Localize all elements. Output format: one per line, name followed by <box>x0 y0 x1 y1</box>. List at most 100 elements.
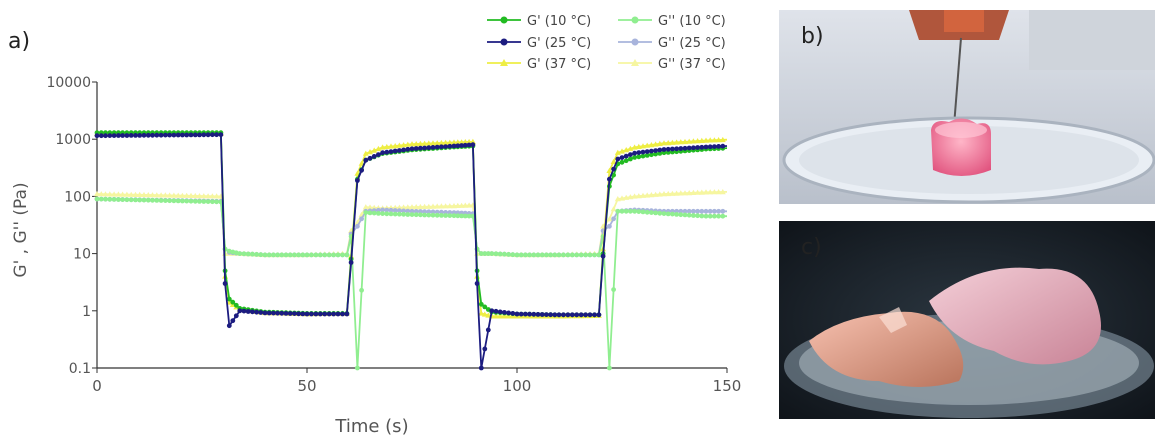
data-point <box>518 311 524 317</box>
data-point <box>611 166 616 172</box>
data-point <box>623 153 629 159</box>
data-point <box>677 190 684 196</box>
data-point <box>592 252 597 258</box>
data-point <box>506 310 511 316</box>
data-point <box>94 133 100 139</box>
data-point <box>188 132 194 138</box>
data-point <box>409 212 415 218</box>
data-point <box>482 251 488 256</box>
data-point <box>574 252 580 258</box>
data-point <box>384 207 390 213</box>
data-point <box>371 147 378 153</box>
data-point <box>712 144 717 150</box>
data-point <box>527 252 532 258</box>
data-point <box>167 132 173 138</box>
data-point <box>124 133 130 138</box>
data-point <box>222 281 228 286</box>
data-point <box>363 210 369 216</box>
data-point <box>561 312 566 318</box>
data-point <box>214 199 220 205</box>
data-point <box>623 158 629 164</box>
data-point <box>150 197 155 203</box>
y-tick-label: 10000 <box>46 75 91 91</box>
data-point <box>111 191 118 197</box>
data-point <box>698 137 705 143</box>
data-point <box>686 190 693 196</box>
data-point <box>183 192 190 198</box>
data-point <box>674 146 679 152</box>
data-point <box>489 308 495 314</box>
data-point <box>470 142 476 148</box>
rheology-chart: a) 0.1 1 10 100 1000 10000 0 50 100 150 G' (10 °C… <box>8 14 741 437</box>
data-point <box>123 191 130 197</box>
data-point <box>392 148 398 154</box>
legend-marker <box>500 16 508 24</box>
data-point <box>644 142 651 148</box>
data-point <box>153 192 160 198</box>
data-point <box>493 313 499 319</box>
panel-label-a: a) <box>8 29 30 54</box>
data-point <box>587 312 593 318</box>
data-point <box>707 189 714 195</box>
data-point <box>359 216 364 222</box>
data-point <box>309 311 314 317</box>
data-point <box>162 192 169 198</box>
data-point <box>230 318 236 324</box>
data-point <box>400 204 407 210</box>
data-point <box>422 212 427 218</box>
data-point <box>661 211 667 217</box>
y-tick-label: 0.1 <box>69 361 91 377</box>
data-point <box>237 251 243 256</box>
data-point <box>670 146 675 152</box>
legend-label: G'' (37 °C) <box>658 57 726 72</box>
data-point <box>102 191 109 197</box>
data-point <box>322 252 328 258</box>
data-point <box>527 311 532 317</box>
data-point <box>544 252 549 258</box>
data-point <box>682 212 688 218</box>
data-point <box>141 132 147 138</box>
data-point <box>711 189 718 195</box>
data-point <box>210 132 215 138</box>
data-point <box>396 142 403 148</box>
data-point <box>497 251 503 257</box>
data-point <box>271 310 276 316</box>
data-point <box>640 153 646 159</box>
data-point <box>192 132 198 138</box>
data-point <box>665 140 672 146</box>
data-point <box>287 252 293 258</box>
data-point <box>619 148 625 154</box>
data-point <box>158 198 164 203</box>
data-point <box>421 203 428 209</box>
data-point <box>237 308 243 314</box>
data-point <box>644 153 650 158</box>
data-point <box>478 251 484 256</box>
data-point <box>695 145 700 150</box>
data-point <box>422 145 427 151</box>
data-point <box>409 146 415 152</box>
data-point <box>544 312 549 317</box>
data-point <box>184 198 190 204</box>
plot-area: 0.1 1 10 100 1000 10000 0 50 100 150 <box>46 75 741 395</box>
data-point <box>677 139 684 145</box>
data-point <box>145 197 151 203</box>
data-point <box>167 198 173 204</box>
data-point <box>119 191 126 197</box>
data-point <box>606 167 613 173</box>
data-point <box>362 150 369 156</box>
legend-item: G'' (25 °C) <box>618 36 726 51</box>
data-point <box>661 140 667 146</box>
data-point <box>292 311 297 316</box>
data-point <box>640 143 646 149</box>
data-point <box>565 252 571 258</box>
data-point <box>657 210 663 216</box>
x-axis-label: Time (s) <box>334 416 408 437</box>
data-point <box>258 252 264 258</box>
data-point <box>703 208 709 214</box>
data-point <box>459 213 464 219</box>
data-point <box>430 212 436 218</box>
data-point <box>266 252 272 258</box>
data-point <box>631 144 638 150</box>
data-point <box>184 132 190 138</box>
data-point <box>578 312 584 318</box>
